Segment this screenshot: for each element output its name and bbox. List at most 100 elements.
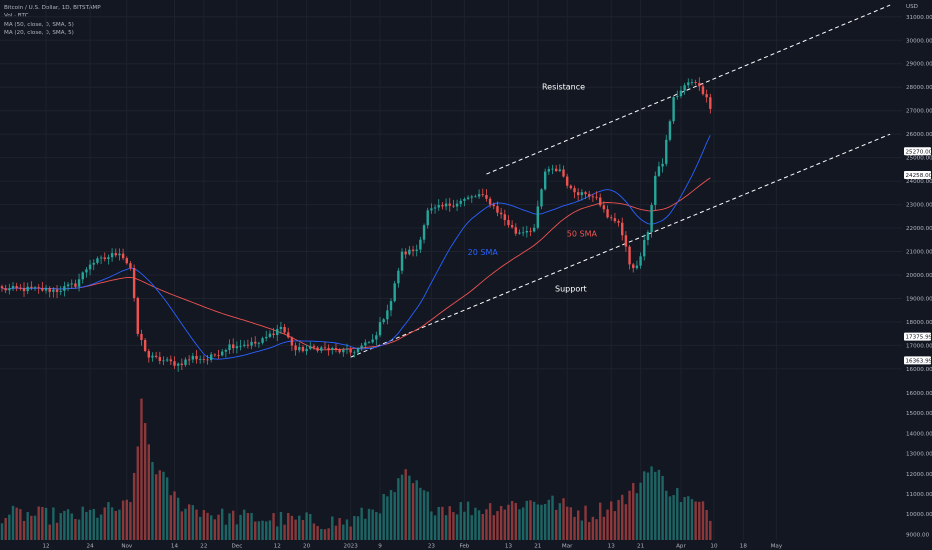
- volume-bar: [643, 471, 646, 540]
- volume-bar: [654, 471, 657, 540]
- volume-bar: [415, 480, 418, 540]
- candle-body: [521, 232, 525, 234]
- volume-bar: [33, 515, 37, 540]
- price-marker-box: [904, 171, 931, 180]
- candle-body: [279, 326, 283, 330]
- candle-body: [643, 239, 646, 257]
- candle-body: [265, 336, 268, 339]
- candle-body: [547, 169, 551, 172]
- candle-body: [595, 196, 598, 198]
- volume-bar: [37, 506, 40, 540]
- volume-bar: [327, 528, 330, 540]
- volume-bar: [694, 501, 697, 540]
- volume-bar: [107, 502, 110, 540]
- candle-body: [554, 168, 558, 172]
- candle-body: [481, 194, 484, 196]
- volume-bar: [422, 490, 426, 540]
- time-axis[interactable]: 12 24 Nov 14 22 Dec 12 20 2023 9 23 Feb 13 21 Mar 13 21 A…: [0, 540, 932, 550]
- candle-body: [33, 287, 37, 289]
- candle-body: [85, 269, 88, 273]
- candle-body: [466, 197, 470, 199]
- candle-body: [298, 346, 301, 351]
- volume-bar: [448, 506, 451, 540]
- volume-bar: [521, 507, 525, 540]
- candle-body: [606, 209, 609, 218]
- candle-body: [485, 194, 488, 199]
- trendline-resistance: [486, 4, 891, 175]
- candle-body: [334, 348, 338, 350]
- candle-body: [448, 203, 451, 206]
- volume-tick-label: 16000.00: [906, 391, 932, 397]
- volume-bar: [198, 516, 202, 540]
- volume-bar: [265, 521, 268, 540]
- volume-bar: [679, 502, 683, 540]
- time-tick-label: May: [771, 544, 783, 550]
- candle-body: [246, 344, 250, 346]
- volume-bar: [110, 507, 114, 540]
- candle-body: [375, 335, 378, 340]
- candle-body: [239, 345, 242, 347]
- candle-body: [610, 217, 613, 219]
- candle-body: [639, 256, 642, 266]
- volume-bar: [99, 514, 103, 540]
- volume-bar: [301, 520, 305, 540]
- volume-bar: [143, 423, 147, 540]
- volume-bar: [257, 521, 261, 540]
- volume-bar: [393, 492, 396, 540]
- time-tick-label: Dec: [231, 544, 242, 550]
- volume-bar: [206, 512, 209, 540]
- candle-body: [283, 326, 286, 333]
- volume-bar: [632, 482, 635, 540]
- candle-body: [353, 352, 356, 354]
- volume-bar: [342, 524, 345, 540]
- candle-body: [525, 230, 529, 233]
- candle-body: [654, 175, 657, 205]
- volume-bar: [191, 505, 195, 540]
- volume-bar: [606, 509, 609, 540]
- candle-body: [198, 359, 202, 360]
- volume-bar: [213, 519, 217, 540]
- volume-bar: [628, 490, 631, 540]
- candle-body: [66, 284, 70, 287]
- price-tick-label: 29000.00: [906, 62, 932, 68]
- legend-ma50: MA (50, close, 0, SMA, 5): [4, 21, 74, 28]
- candle-body: [206, 359, 209, 361]
- volume-bar: [19, 509, 22, 540]
- volume-bar: [162, 471, 165, 540]
- time-tick-label: 2023: [344, 544, 359, 550]
- candle-body: [96, 258, 99, 263]
- candle-body: [209, 354, 213, 361]
- candle-body: [543, 171, 547, 190]
- volume-bar: [55, 522, 59, 540]
- volume-bar: [41, 507, 44, 540]
- candle-body: [202, 359, 206, 360]
- volume-bar: [345, 519, 349, 540]
- volume-bar: [312, 523, 316, 540]
- candle-body: [0, 286, 4, 289]
- candle-body: [184, 359, 187, 365]
- volume-bar: [569, 507, 573, 540]
- candle-body: [15, 286, 18, 288]
- candle-body: [180, 363, 184, 365]
- candle-body: [397, 270, 400, 284]
- volume-bar: [217, 514, 220, 540]
- volume-bar: [290, 515, 294, 540]
- volume-bar: [565, 506, 569, 540]
- candle-body: [173, 361, 176, 366]
- volume-bar: [309, 514, 312, 540]
- volume-bar: [44, 507, 48, 540]
- volume-tick-label: 11000.00: [906, 492, 932, 498]
- candle-body: [510, 225, 514, 228]
- volume-bar: [558, 503, 562, 540]
- price-tick-label: 25000.00: [906, 156, 932, 162]
- annotation-label: Support: [555, 284, 587, 293]
- price-tick-label: 27000.00: [906, 109, 932, 115]
- price-axis[interactable]: USD 16000.00 17000.00 18000.00 19000.00 20000…: [902, 0, 932, 550]
- volume-bar: [0, 523, 4, 540]
- candle-body: [77, 279, 81, 287]
- candle-body: [187, 359, 191, 361]
- volume-bar: [11, 505, 15, 540]
- volume-bar: [397, 478, 400, 540]
- sma-20-line: [1, 135, 711, 360]
